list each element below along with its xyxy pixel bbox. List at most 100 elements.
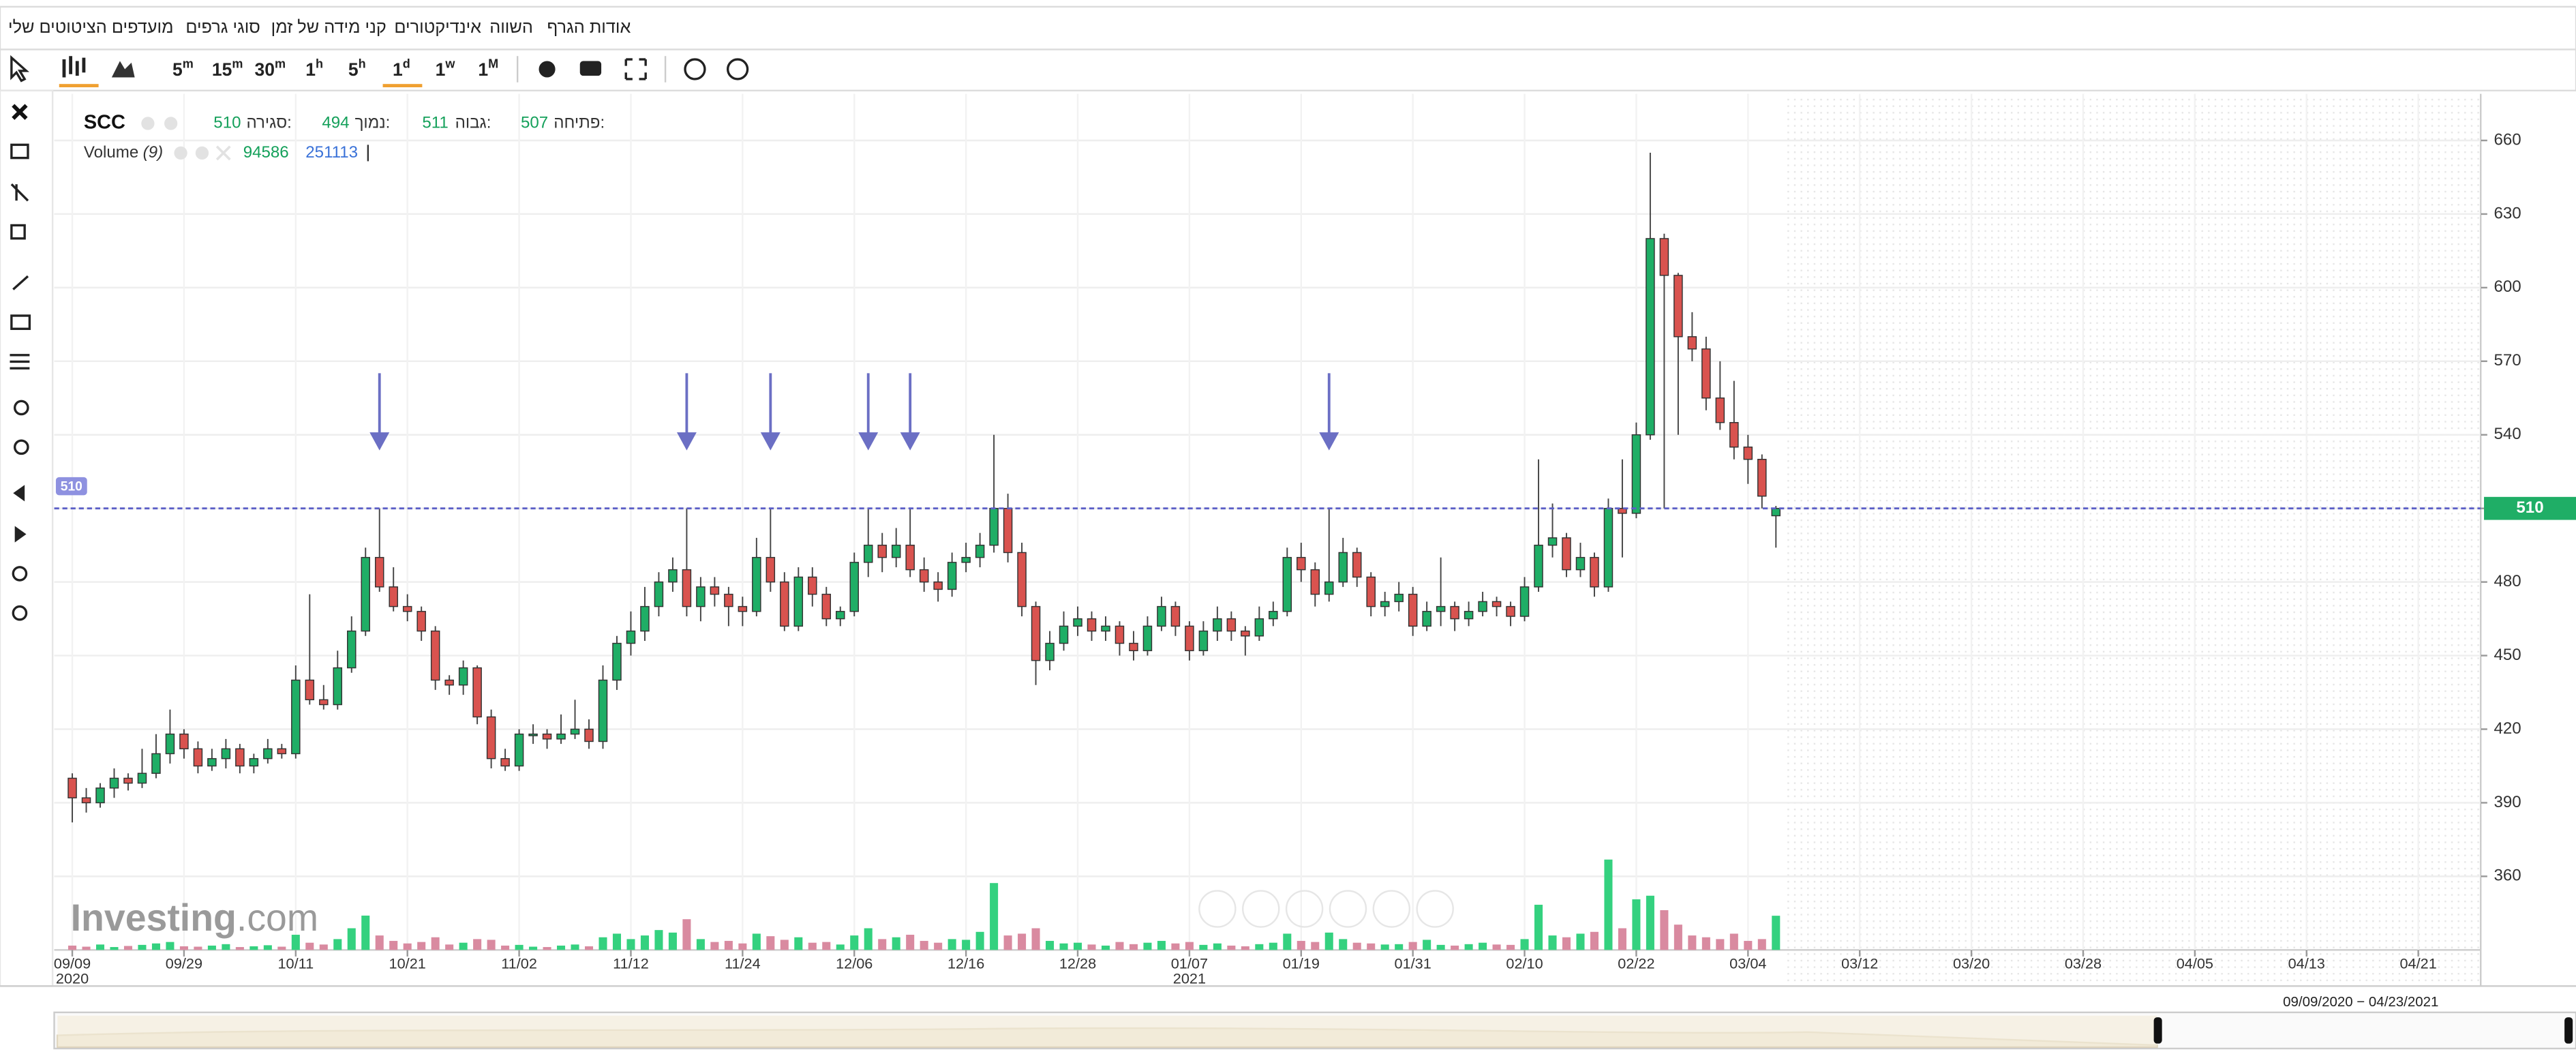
candle-body (277, 748, 287, 755)
candle-body (1324, 581, 1334, 595)
candle-body (1269, 611, 1278, 620)
volume-bar (598, 937, 607, 950)
menu-item[interactable]: קני מידה של זמן (271, 18, 387, 37)
tool-icon[interactable] (10, 143, 29, 160)
settings-icon[interactable] (164, 117, 178, 130)
candle-body (333, 667, 343, 706)
price-line-tag (55, 477, 87, 496)
menu-item[interactable]: אינדיקטורים (394, 18, 481, 37)
tool-icon[interactable] (13, 485, 25, 502)
remove-icon[interactable] (215, 145, 231, 161)
tool-icon[interactable] (14, 400, 29, 416)
tool-icon[interactable] (10, 354, 30, 370)
candle-body (263, 748, 273, 760)
download-button[interactable] (684, 58, 706, 80)
candle-body (1394, 593, 1404, 603)
volume-bar (906, 935, 915, 950)
volume-bar (82, 946, 91, 950)
volume-bar (640, 935, 649, 950)
volume-bar (1562, 937, 1571, 950)
volume-bar (1101, 945, 1110, 950)
settings-button[interactable] (539, 61, 556, 78)
y-tick-label: 570 (2494, 351, 2521, 370)
volume-bar (305, 942, 314, 950)
menu-item[interactable]: סוגי גרפים (185, 18, 260, 37)
navigator-handle[interactable] (2564, 1017, 2573, 1044)
tool-icon[interactable] (10, 224, 26, 240)
candle-body (1534, 544, 1543, 588)
upload-button[interactable] (726, 58, 749, 80)
timeframe-button[interactable]: 1h (305, 57, 323, 80)
tool-icon[interactable] (14, 439, 29, 455)
zoom-button[interactable] (1372, 890, 1411, 928)
volume-bar (1436, 944, 1445, 950)
x-tick-label: 02/22 (1618, 955, 1654, 972)
y-tick-label: 540 (2494, 425, 2521, 443)
volume-bar (1241, 946, 1249, 950)
tool-icon[interactable] (12, 566, 28, 582)
timeframe-button[interactable]: 5h (348, 57, 366, 80)
navigator-handle[interactable] (2153, 1017, 2162, 1044)
candle-body (1618, 507, 1627, 514)
x-tick-label: 10/21 (389, 955, 426, 972)
candle-body (165, 733, 175, 755)
candle-body (123, 777, 133, 784)
candle-body (1380, 601, 1390, 607)
candle-body (416, 611, 426, 632)
zoom-button[interactable] (1198, 890, 1237, 928)
timeframe-button[interactable]: 15m (212, 57, 243, 80)
menu-item[interactable]: אודות הגרף (547, 18, 631, 37)
camera-button[interactable] (579, 61, 602, 76)
candle-body (570, 728, 580, 735)
candle-body (430, 630, 440, 681)
candle-body (905, 544, 915, 571)
eye-icon[interactable] (141, 117, 155, 130)
timeframe-button[interactable]: 30m (255, 57, 286, 80)
pointer-tool[interactable] (10, 55, 29, 82)
zoom-button[interactable] (1416, 890, 1454, 928)
zoom-button[interactable] (1285, 890, 1324, 928)
volume-bar (1115, 942, 1124, 950)
eye-icon[interactable] (174, 146, 187, 160)
candle-body (849, 562, 859, 612)
tool-icon[interactable] (12, 275, 29, 290)
candle-body (1422, 611, 1431, 627)
candle-body (528, 733, 538, 736)
candle-body (668, 569, 678, 583)
x-tick-label: 03/12 (1841, 955, 1878, 972)
volume-bar (1772, 916, 1781, 950)
candle-body (1771, 507, 1781, 517)
navigator-selection[interactable] (57, 1015, 2157, 1047)
candle-body (766, 556, 776, 583)
tool-icon[interactable] (14, 526, 27, 543)
menu-item[interactable]: מועדפים (112, 18, 174, 37)
volume-bar (1423, 940, 1431, 950)
candle-body (961, 556, 971, 563)
tool-icon[interactable] (10, 183, 29, 202)
x-tick-label: 04/05 (2177, 955, 2213, 972)
menu-item[interactable]: הציטוטים שלי (8, 18, 107, 37)
close-button[interactable] (12, 104, 28, 120)
candle-body (1687, 336, 1697, 350)
zoom-button[interactable] (1329, 890, 1367, 928)
candle-type-button[interactable] (59, 56, 99, 88)
settings-icon[interactable] (195, 146, 209, 160)
timeframe-button[interactable]: 1M (478, 57, 498, 80)
timeframe-button[interactable]: 1w (436, 57, 456, 80)
fullscreen-button[interactable] (624, 58, 647, 80)
candle-body (1087, 618, 1097, 632)
timeframe-button[interactable]: 1d (393, 57, 410, 80)
volume-bar (1018, 933, 1027, 950)
volume-bar (1673, 925, 1682, 950)
timeframe-button[interactable]: 5m (172, 57, 194, 80)
candle-body (1491, 601, 1502, 607)
zoom-button[interactable] (1242, 890, 1280, 928)
grid (54, 93, 2481, 950)
menu-item[interactable]: השווה (489, 18, 533, 37)
tool-icon[interactable] (10, 314, 31, 330)
candle-body (1282, 556, 1292, 612)
tool-icon[interactable] (12, 605, 28, 621)
mountain-type-button[interactable] (111, 61, 135, 78)
volume-bar (1087, 944, 1096, 950)
